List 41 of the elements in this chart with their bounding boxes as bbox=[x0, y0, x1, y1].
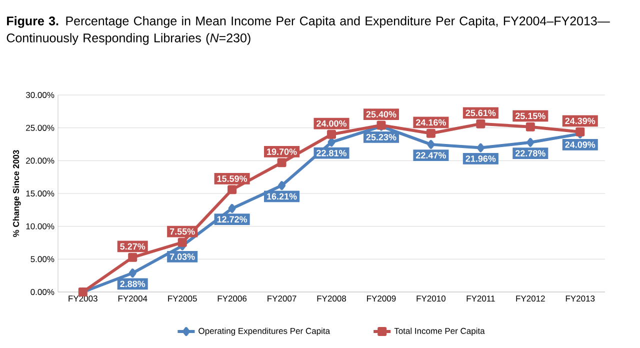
y-tick-label: 0.00% bbox=[30, 288, 54, 295]
y-tick-label: 10.00% bbox=[26, 223, 54, 230]
x-tick-label: FY2004 bbox=[118, 296, 148, 302]
data-label: 24.16% bbox=[416, 119, 446, 126]
y-tick-label: 25.00% bbox=[26, 124, 54, 131]
data-label: 7.03% bbox=[170, 254, 195, 260]
x-tick-label: FY2012 bbox=[516, 296, 545, 302]
y-tick-label: 30.00% bbox=[26, 92, 54, 98]
x-tick-label: FY2013 bbox=[566, 296, 595, 302]
x-tick-label: FY2005 bbox=[168, 296, 197, 302]
data-label: 25.15% bbox=[515, 112, 546, 120]
data-label: 24.39% bbox=[565, 118, 596, 124]
data-label: 22.47% bbox=[416, 152, 446, 158]
data-label: 5.27% bbox=[120, 243, 146, 250]
data-label: 16.21% bbox=[267, 193, 297, 200]
data-label: 19.70% bbox=[267, 148, 297, 155]
y-tick-label: 15.00% bbox=[26, 190, 54, 196]
data-label: 22.81% bbox=[316, 150, 347, 156]
data-label: 2.88% bbox=[120, 280, 146, 288]
x-tick-label: FY2008 bbox=[317, 296, 346, 302]
y-axis-title: % Change Since 2003 bbox=[12, 150, 21, 237]
x-tick-label: FY2011 bbox=[466, 296, 495, 302]
x-tick-label: FY2007 bbox=[268, 296, 296, 302]
legend-label: Operating Expenditures Per Capita bbox=[198, 328, 330, 336]
y-tick-label: 5.00% bbox=[30, 256, 54, 262]
chart-title: Figure 3. Percentage Change in Mean Income Per Capita and Expenditure Per Capita, FY2004–FY2013—Continuously Responding Libraries (N=230) bbox=[6, 16, 610, 45]
data-label: 21.96% bbox=[466, 155, 496, 162]
data-label: 22.78% bbox=[515, 150, 546, 156]
legend-label: Total Income Per Capita bbox=[394, 328, 485, 336]
data-label: 12.72% bbox=[217, 216, 248, 223]
data-label: 25.23% bbox=[366, 134, 396, 140]
data-label: 25.61% bbox=[466, 110, 496, 116]
data-label: 25.40% bbox=[366, 111, 396, 118]
data-label: 24.00% bbox=[316, 120, 347, 127]
x-tick-label: FY2010 bbox=[416, 296, 446, 302]
y-tick-label: 20.00% bbox=[26, 158, 54, 164]
x-tick-label: FY2009 bbox=[367, 296, 396, 302]
data-label: 7.55% bbox=[170, 228, 195, 235]
x-tick-label: FY2006 bbox=[218, 296, 247, 302]
data-label: 24.09% bbox=[565, 141, 596, 148]
data-label: 15.59% bbox=[217, 176, 248, 182]
